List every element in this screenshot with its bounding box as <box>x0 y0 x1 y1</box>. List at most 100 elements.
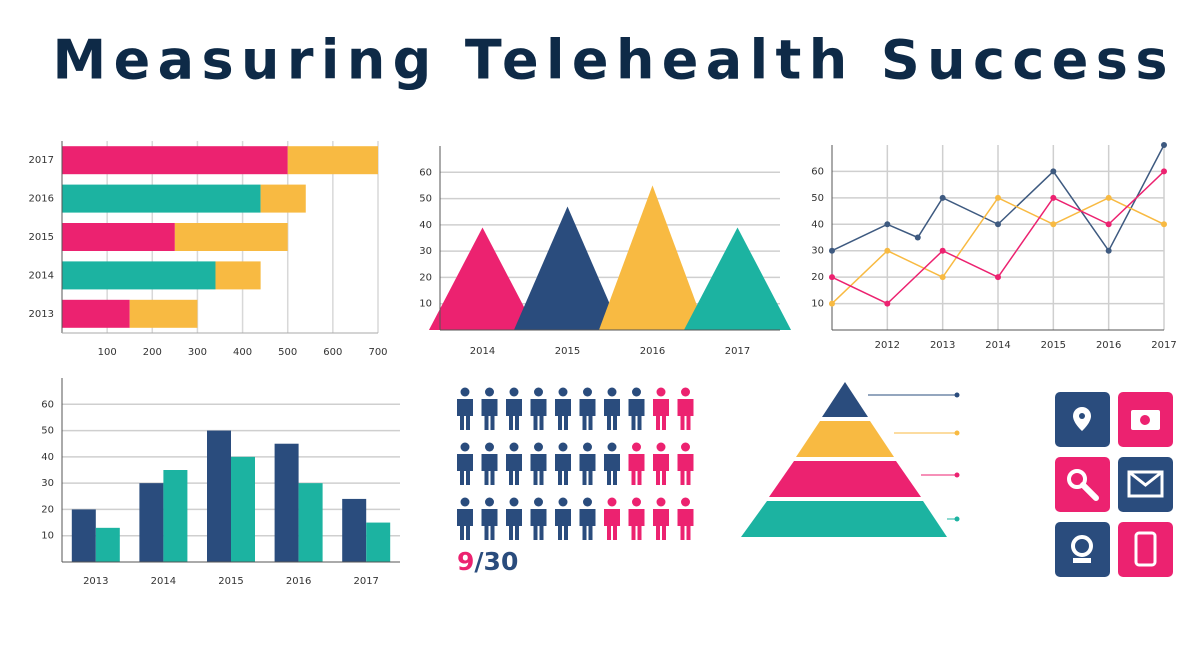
y-tick-label: 40 <box>811 219 824 230</box>
peak <box>428 227 537 330</box>
person-body <box>579 399 596 430</box>
y-tick-label: 20 <box>811 272 824 283</box>
person-body <box>481 454 498 485</box>
point <box>995 221 1001 228</box>
icon-detail <box>1128 470 1163 487</box>
connector-dot <box>954 516 960 522</box>
x-tick-label: 2016 <box>1096 340 1121 351</box>
person-icon <box>506 497 522 540</box>
person-icon <box>604 387 620 430</box>
icon-detail <box>1140 415 1150 425</box>
y-tick-label: 40 <box>41 452 54 463</box>
person-icon <box>506 442 522 485</box>
point <box>914 234 921 241</box>
person-body <box>457 509 473 540</box>
bar <box>231 456 255 562</box>
person-body <box>677 454 694 485</box>
y-tick-label: 60 <box>419 167 432 178</box>
pyramid <box>741 382 960 537</box>
person-head <box>681 387 690 397</box>
bar <box>71 509 96 562</box>
connector-dot <box>954 472 960 478</box>
point <box>995 194 1001 201</box>
y-tick-label: 60 <box>41 399 54 410</box>
person-head <box>485 497 494 507</box>
person-icon <box>530 442 547 485</box>
icon-detail <box>1079 413 1085 419</box>
person-head <box>656 497 666 507</box>
person-icon <box>506 387 522 430</box>
x-tick-label: 2017 <box>1151 340 1176 351</box>
person-head <box>534 497 543 507</box>
y-tick-label: 10 <box>41 531 54 542</box>
bar <box>342 498 367 562</box>
peak <box>683 227 792 330</box>
icon-tile <box>1055 522 1110 577</box>
peak <box>598 185 707 330</box>
person-body <box>506 454 522 485</box>
person-body <box>653 509 669 540</box>
pyramid-layer <box>741 501 947 537</box>
x-tick-label: 2016 <box>640 346 665 357</box>
y-tick-label: 20 <box>419 272 432 283</box>
person-head <box>558 442 568 452</box>
bar-segment <box>62 223 175 251</box>
person-head <box>460 442 470 452</box>
bar-segment <box>215 261 261 290</box>
connector-dot <box>954 430 960 436</box>
person-body <box>506 509 522 540</box>
person-body <box>506 399 522 430</box>
y-tick-label: 2013 <box>29 309 54 320</box>
y-tick-label: 50 <box>41 426 54 437</box>
x-tick-label: 400 <box>233 347 252 358</box>
point <box>884 247 891 254</box>
point <box>1050 221 1057 228</box>
person-head <box>460 497 470 507</box>
person-head <box>534 387 543 397</box>
y-tick-label: 10 <box>419 299 432 310</box>
person-head <box>558 387 568 397</box>
person-icon <box>677 497 694 540</box>
person-icon <box>628 387 645 430</box>
person-head <box>681 442 690 452</box>
person-icon <box>481 497 498 540</box>
person-body <box>579 509 596 540</box>
bar-segment <box>174 223 288 251</box>
person-icon <box>677 442 694 485</box>
x-tick-label: 100 <box>98 347 117 358</box>
person-body <box>628 399 645 430</box>
person-icon <box>555 387 571 430</box>
person-head <box>607 497 617 507</box>
point <box>829 300 835 307</box>
person-icon <box>579 387 596 430</box>
bar-segment <box>260 184 306 213</box>
person-body <box>530 399 547 430</box>
person-icon <box>579 442 596 485</box>
point <box>939 274 946 281</box>
point <box>1105 194 1112 201</box>
y-tick-label: 40 <box>419 220 432 231</box>
person-body <box>604 454 620 485</box>
person-icon <box>457 442 473 485</box>
person-icon <box>555 442 571 485</box>
person-icon <box>653 387 669 430</box>
person-icon <box>628 497 645 540</box>
icon-grid <box>1055 392 1173 577</box>
person-body <box>604 509 620 540</box>
person-body <box>677 399 694 430</box>
person-body <box>677 509 694 540</box>
x-tick-label: 200 <box>143 347 162 358</box>
point <box>829 247 835 254</box>
bar-segment <box>287 146 378 175</box>
x-tick-label: 2016 <box>286 576 311 587</box>
point <box>939 194 946 201</box>
person-head <box>632 497 641 507</box>
y-tick-label: 2014 <box>29 270 54 281</box>
y-tick-label: 30 <box>419 246 432 257</box>
person-head <box>632 442 641 452</box>
person-icon <box>481 387 498 430</box>
person-icon <box>604 442 620 485</box>
y-tick-label: 10 <box>811 299 824 310</box>
person-body <box>530 454 547 485</box>
